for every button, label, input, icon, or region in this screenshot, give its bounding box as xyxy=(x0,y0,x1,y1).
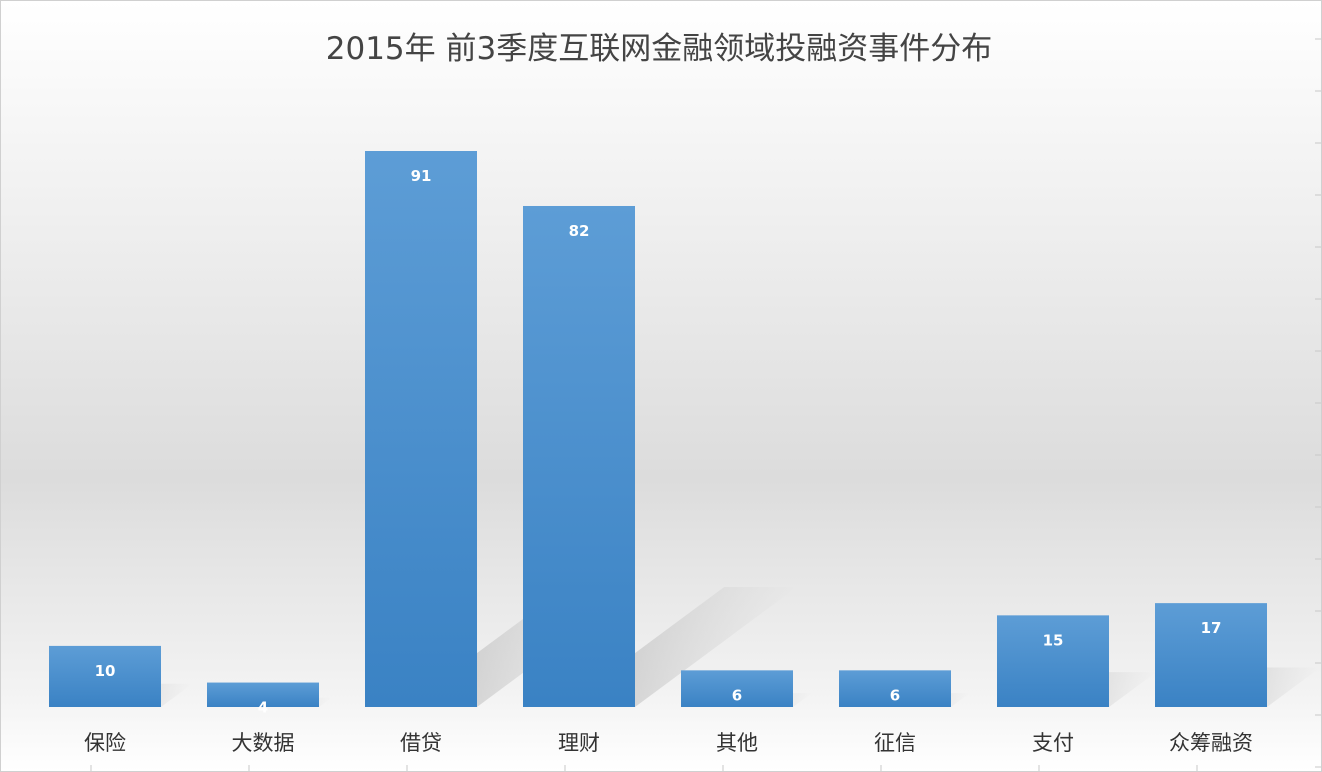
category-label: 大数据 xyxy=(232,731,295,755)
bar-value-label: 91 xyxy=(411,167,432,185)
bar-value-label: 10 xyxy=(95,662,116,680)
chart-title: 2015年 前3季度互联网金融领域投融资事件分布 xyxy=(325,31,993,67)
category-label: 借贷 xyxy=(400,731,442,755)
bar-3 xyxy=(523,205,635,707)
category-label: 保险 xyxy=(84,731,126,755)
bar-value-label: 17 xyxy=(1201,619,1222,637)
category-label: 其他 xyxy=(716,731,758,755)
bar-value-label: 6 xyxy=(890,686,900,704)
category-label: 众筹融资 xyxy=(1169,731,1253,755)
bar-value-label: 82 xyxy=(569,222,590,240)
value-labels: 10 4 91 82 6 6 15 17 xyxy=(95,167,1222,717)
bar-value-label: 15 xyxy=(1043,631,1064,649)
bar-0 xyxy=(49,645,161,707)
bottom-ticks xyxy=(90,765,1198,771)
bar-2 xyxy=(365,151,477,707)
bar-5 xyxy=(839,670,951,707)
category-labels: 保险 大数据 借贷 理财 其他 征信 支付 众筹融资 xyxy=(84,731,1253,755)
bars xyxy=(49,151,1267,707)
bar-7 xyxy=(1155,603,1267,707)
bar-value-label: 4 xyxy=(258,699,268,717)
right-edge-ticks xyxy=(1315,38,1321,768)
category-label: 理财 xyxy=(558,731,600,755)
bar-value-label: 6 xyxy=(732,686,742,704)
bar-1 xyxy=(207,682,319,707)
bar-6 xyxy=(997,615,1109,707)
bar-4 xyxy=(681,670,793,707)
category-label: 征信 xyxy=(874,731,916,755)
category-label: 支付 xyxy=(1032,731,1074,755)
